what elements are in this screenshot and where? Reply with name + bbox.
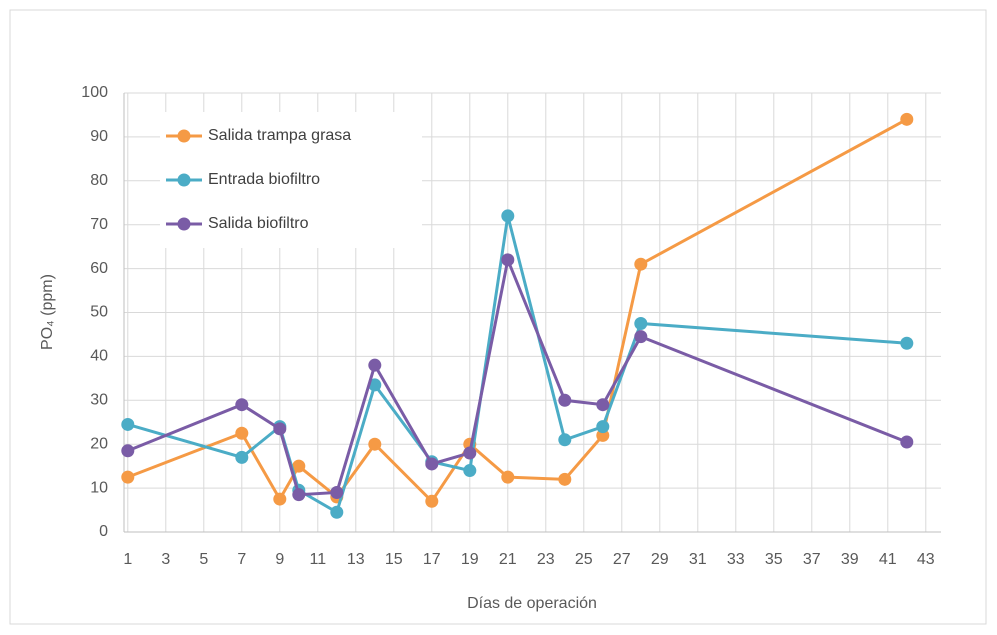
point <box>368 378 382 392</box>
x-tick-label: 3 <box>161 551 170 568</box>
legend-box <box>160 112 422 248</box>
point <box>273 422 287 436</box>
point <box>463 446 477 460</box>
point <box>634 330 648 344</box>
x-tick-label: 39 <box>841 551 859 568</box>
x-tick-label: 25 <box>575 551 593 568</box>
point <box>330 485 344 499</box>
point <box>235 426 249 440</box>
point <box>558 393 572 407</box>
x-tick-label: 43 <box>917 551 935 568</box>
point <box>121 444 135 458</box>
legend-marker <box>177 217 191 231</box>
point <box>501 470 515 484</box>
x-tick-label: 37 <box>803 551 821 568</box>
x-tick-label: 7 <box>237 551 246 568</box>
x-tick-label: 19 <box>461 551 479 568</box>
point <box>634 316 648 330</box>
x-tick-label: 15 <box>385 551 403 568</box>
x-tick-label: 33 <box>727 551 745 568</box>
y-tick-label: 10 <box>90 479 108 496</box>
y-tick-label: 90 <box>90 128 108 145</box>
x-tick-label: 1 <box>123 551 132 568</box>
point <box>501 209 515 223</box>
point <box>900 336 914 350</box>
legend-marker <box>177 129 191 143</box>
point <box>425 457 439 471</box>
y-tick-label: 80 <box>90 172 108 189</box>
x-tick-label: 29 <box>651 551 669 568</box>
x-tick-label: 27 <box>613 551 631 568</box>
point <box>900 112 914 126</box>
x-axis-title: Días de operación <box>467 595 597 612</box>
legend-marker <box>177 173 191 187</box>
point <box>596 398 610 412</box>
point <box>596 420 610 434</box>
x-tick-label: 5 <box>199 551 208 568</box>
point <box>501 253 515 267</box>
x-tick-label: 21 <box>499 551 517 568</box>
point <box>558 472 572 486</box>
y-axis-title: PO₄ (ppm) <box>39 274 56 350</box>
point <box>121 470 135 484</box>
point <box>558 433 572 447</box>
x-tick-label: 11 <box>309 551 326 568</box>
y-tick-label: 30 <box>90 392 108 409</box>
y-tick-label: 20 <box>90 435 108 452</box>
x-tick-label: 9 <box>275 551 284 568</box>
y-tick-label: 50 <box>90 304 108 321</box>
point <box>425 494 439 508</box>
y-tick-label: 100 <box>81 84 108 101</box>
y-tick-label: 60 <box>90 260 108 277</box>
legend-label: Salida biofiltro <box>208 215 309 232</box>
point <box>235 398 249 412</box>
legend-label: Entrada biofiltro <box>208 171 320 188</box>
point <box>273 492 287 506</box>
x-tick-label: 31 <box>689 551 707 568</box>
x-tick-label: 41 <box>879 551 897 568</box>
x-tick-label: 23 <box>537 551 555 568</box>
y-tick-label: 70 <box>90 216 108 233</box>
point <box>121 417 135 431</box>
point <box>292 488 306 502</box>
point <box>235 450 249 464</box>
x-tick-label: 17 <box>423 551 441 568</box>
point <box>368 437 382 451</box>
point <box>634 257 648 271</box>
legend: Salida trampa grasa Entrada biofiltro Sali… <box>160 112 422 248</box>
x-tick-label: 35 <box>765 551 783 568</box>
point <box>330 505 344 519</box>
y-tick-label: 40 <box>90 348 108 365</box>
point <box>292 459 306 473</box>
point <box>900 435 914 449</box>
x-tick-label: 13 <box>347 551 365 568</box>
y-tick-label: 0 <box>99 523 108 540</box>
point <box>368 358 382 372</box>
legend-label: Salida trampa grasa <box>208 127 351 144</box>
plot <box>121 112 914 519</box>
point <box>463 464 477 478</box>
